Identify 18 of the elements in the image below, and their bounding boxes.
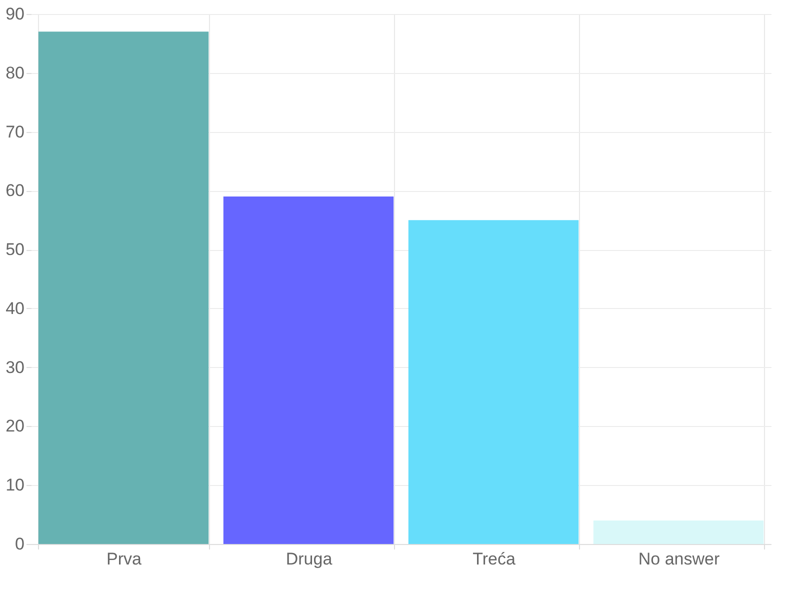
y-tick-label: 30 (6, 358, 24, 377)
y-tick-label: 10 (6, 476, 24, 495)
bar (38, 32, 209, 544)
x-tick-label: Druga (286, 550, 333, 568)
x-tick-label: Prva (106, 550, 142, 568)
bar (223, 196, 394, 544)
y-tick-label: 20 (6, 416, 24, 436)
y-tick-label: 0 (15, 534, 24, 554)
y-tick-label: 90 (6, 4, 24, 24)
x-tick-label: Treća (472, 550, 516, 568)
x-tick-label: No answer (638, 550, 720, 568)
bar (593, 520, 764, 544)
y-tick-label: 40 (6, 298, 24, 318)
y-tick-label: 70 (6, 122, 24, 142)
y-tick-label: 50 (6, 240, 24, 260)
y-tick-label: 80 (6, 63, 24, 82)
bar (408, 220, 579, 544)
y-tick-label: 60 (6, 181, 24, 200)
